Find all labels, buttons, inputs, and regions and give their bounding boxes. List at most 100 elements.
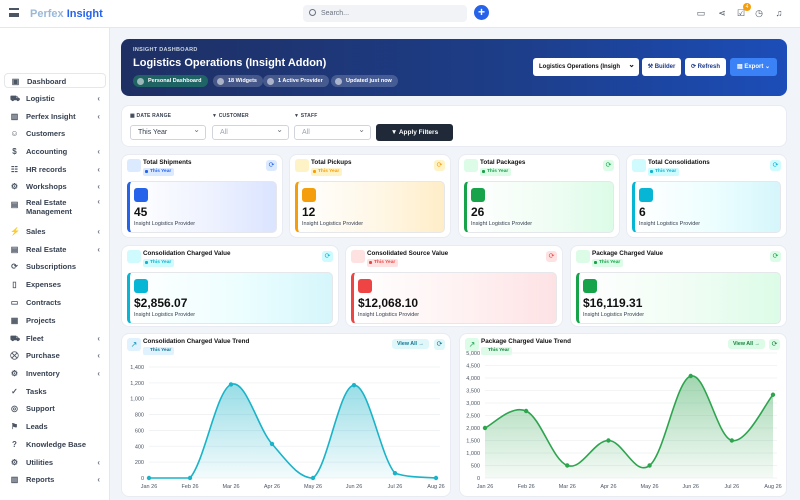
staff-select[interactable]: All: [294, 123, 371, 140]
sidebar-item-workshops[interactable]: ⚙ Workshops ‹: [4, 179, 106, 194]
apply-filters-button[interactable]: ▼ Apply Filters: [376, 124, 453, 141]
x-tick-label: Aug 26: [764, 484, 781, 490]
stat-value: 6: [639, 205, 646, 219]
id-card-icon[interactable]: ▭: [696, 8, 706, 18]
sidebar-item-projects[interactable]: ▦ Projects: [4, 313, 106, 328]
widgets-pill: 18 Widgets: [213, 75, 263, 87]
consolidation-trend-card: ↗ Consolidation Charged Value Trend This…: [121, 333, 451, 497]
share-icon[interactable]: ⋖: [718, 8, 726, 18]
refresh-icon[interactable]: ⟳: [434, 339, 445, 350]
sidebar-item-label: Subscriptions: [26, 262, 77, 271]
y-tick-label: 3,500: [466, 389, 480, 395]
workshop-icon: ⚙: [10, 182, 19, 191]
chevron-left-icon: ‹: [97, 94, 100, 103]
period-badge: This Year: [143, 259, 175, 267]
sidebar-item-label: Real Estate Management: [26, 198, 72, 216]
stat-subtitle: Insight Logistics Provider: [134, 221, 196, 227]
x-tick-label: Jul 26: [725, 484, 740, 490]
top-bar: Perfex Insight Search... + ▭ ⋖ ☑ 4 ◷ ♫: [0, 0, 800, 28]
sidebar-item-real-estate[interactable]: ▤ Real Estate ‹: [4, 242, 106, 257]
projects-icon: ▦: [10, 316, 19, 325]
period-badge: This Year: [481, 347, 513, 355]
data-point: [187, 475, 193, 481]
sidebar-item-support[interactable]: ◎ Support: [4, 401, 106, 416]
sidebar-item-tasks[interactable]: ✓ Tasks: [4, 384, 106, 399]
sidebar-item-customers[interactable]: ☺ Customers: [4, 126, 106, 141]
sidebar-item-inventory[interactable]: ⚙ Inventory ‹: [4, 366, 106, 381]
chart-icon: ▥: [10, 112, 19, 121]
add-button[interactable]: +: [474, 5, 489, 20]
sidebar-item-sales[interactable]: ⚡ Sales ‹: [4, 224, 106, 239]
refresh-icon[interactable]: ⟳: [266, 160, 277, 171]
series-line: [484, 375, 774, 469]
refresh-icon[interactable]: ⟳: [769, 339, 780, 350]
refresh-icon[interactable]: ⟳: [546, 251, 557, 262]
export-button[interactable]: ▤ Export ⌄: [730, 58, 777, 76]
chevron-left-icon: ‹: [97, 369, 100, 378]
series-line: [149, 383, 437, 479]
search-input[interactable]: Search...: [303, 5, 467, 22]
refresh-icon[interactable]: ⟳: [434, 160, 445, 171]
y-tick-label: 4,500: [466, 364, 480, 370]
sidebar-item-label: Accounting: [26, 147, 68, 156]
builder-button[interactable]: ⚒ Builder: [642, 58, 681, 76]
stat-card: Consolidation Charged Value This Year ⟳ …: [121, 245, 339, 327]
stat-card: Total Shipments This Year ⟳ 45 Insight L…: [121, 154, 283, 238]
sidebar-item-dashboard[interactable]: ▣ Dashboard: [4, 73, 106, 88]
stat-card-icon: [464, 159, 478, 172]
tasks-icon[interactable]: ☑: [736, 8, 746, 18]
customer-label: ▼ CUSTOMER: [212, 113, 249, 119]
refresh-icon[interactable]: ⟳: [770, 251, 781, 262]
refresh-icon[interactable]: ⟳: [322, 251, 333, 262]
stat-icon: [134, 279, 148, 293]
data-point: [351, 383, 357, 388]
sidebar-item-purchase[interactable]: ⛒ Purchase ‹: [4, 348, 106, 363]
sidebar-item-subscriptions[interactable]: ⟳ Subscriptions: [4, 259, 106, 274]
menu-icon[interactable]: [9, 8, 19, 17]
customer-select[interactable]: All: [212, 123, 289, 140]
sidebar-item-knowledge-base[interactable]: ? Knowledge Base: [4, 437, 106, 452]
y-tick-label: 400: [135, 444, 144, 450]
sidebar-item-leads[interactable]: ⚑ Leads: [4, 419, 106, 434]
sidebar-item-contracts[interactable]: ▭ Contracts: [4, 295, 106, 310]
view-all-button[interactable]: View All →: [392, 339, 429, 349]
dashboard-select[interactable]: Logistics Operations (Insigh: [533, 56, 639, 76]
view-all-button[interactable]: View All →: [728, 339, 765, 349]
y-tick-label: 600: [135, 428, 144, 434]
sidebar-item-reports[interactable]: ▥ Reports ‹: [4, 472, 106, 487]
x-tick-label: Jan 26: [141, 484, 158, 490]
sidebar-item-real-estate-management[interactable]: ▤ Real Estate Management ‹: [4, 197, 106, 217]
app-logo[interactable]: Perfex Insight: [30, 8, 103, 20]
check-circle-icon: ✓: [11, 387, 18, 396]
refresh-icon[interactable]: ⟳: [770, 160, 781, 171]
sidebar-item-label: Sales: [26, 227, 46, 236]
sidebar-item-accounting[interactable]: $ Accounting ‹: [4, 144, 106, 159]
stat-value: 26: [471, 205, 485, 219]
period-badge: This Year: [143, 168, 175, 176]
reports-icon: ▥: [10, 475, 19, 484]
x-tick-label: Mar 26: [559, 484, 576, 490]
filters-panel: ▦ DATE RANGE This Year ▼ CUSTOMER All ▼ …: [121, 105, 787, 147]
y-tick-label: 5,000: [466, 351, 480, 357]
date-range-select[interactable]: This Year: [130, 123, 206, 140]
stat-card-body: 26 Insight Logistics Provider: [464, 181, 614, 233]
refresh-icon[interactable]: ⟳: [603, 160, 614, 171]
sidebar-item-logistic[interactable]: ⛟ Logistic ‹: [4, 91, 106, 106]
sidebar-item-hr-records[interactable]: ☷ HR records ‹: [4, 162, 106, 177]
bell-icon[interactable]: ♫: [775, 8, 783, 18]
stat-card: Package Charged Value This Year ⟳ $16,11…: [570, 245, 787, 327]
refresh-button[interactable]: ⟳ Refresh: [685, 58, 726, 76]
sidebar-item-fleet[interactable]: ⛟ Fleet ‹: [4, 331, 106, 346]
chevron-left-icon: ‹: [97, 475, 100, 484]
x-tick-label: May 26: [304, 484, 322, 490]
chevron-left-icon: ‹: [97, 182, 100, 191]
stat-card-icon: [295, 159, 309, 172]
stat-subtitle: Insight Logistics Provider: [583, 312, 645, 318]
sidebar-item-expenses[interactable]: ▯ Expenses: [4, 277, 106, 292]
period-badge: This Year: [592, 259, 624, 267]
stat-card-icon: [127, 250, 141, 263]
sidebar-item-perfex-insight[interactable]: ▥ Perfex Insight ‹: [4, 109, 106, 124]
clock-icon[interactable]: ◷: [755, 8, 763, 18]
sidebar-item-utilities[interactable]: ⚙ Utilities ‹: [4, 455, 106, 470]
gear-icon: ⚙: [10, 458, 19, 467]
